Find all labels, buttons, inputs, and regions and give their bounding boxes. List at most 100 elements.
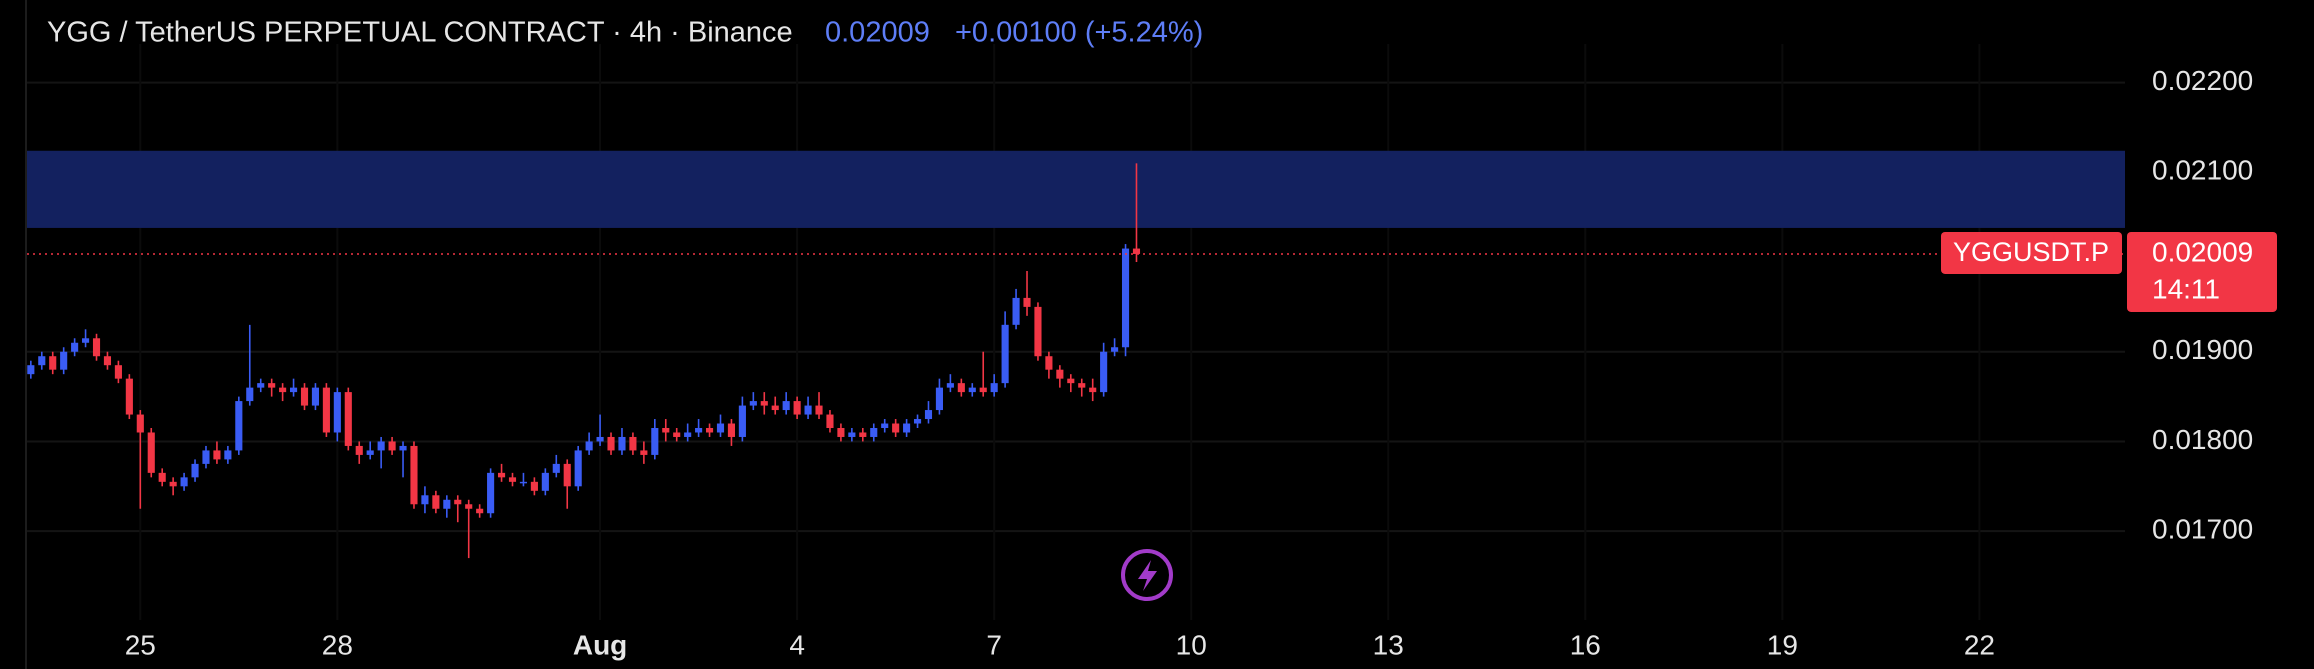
candle-body bbox=[924, 410, 933, 420]
countdown-label: 14:11 bbox=[2152, 273, 2220, 304]
candle-body bbox=[443, 499, 451, 509]
candle-body bbox=[629, 436, 637, 451]
candle-body bbox=[968, 387, 976, 393]
overlay: YGGUSDT.P 0.02009 14:11 bbox=[27, 231, 2277, 312]
candle-body bbox=[355, 445, 363, 455]
candle-body bbox=[848, 432, 856, 437]
candle-body bbox=[1045, 356, 1053, 370]
symbol-box bbox=[1941, 231, 2122, 274]
candle-body bbox=[1111, 347, 1119, 352]
candle-body bbox=[935, 387, 943, 411]
candle-body bbox=[158, 472, 166, 482]
candle-body bbox=[71, 342, 79, 352]
candle-body bbox=[38, 356, 46, 366]
candle-body bbox=[1078, 383, 1086, 388]
candle-body bbox=[322, 387, 330, 433]
candle-body bbox=[585, 441, 593, 451]
candle-body bbox=[476, 508, 484, 514]
x-tick-label: 28 bbox=[322, 629, 353, 660]
price-label: 0.02009 bbox=[2152, 236, 2253, 267]
x-tick-label: 13 bbox=[1373, 629, 1404, 660]
candle-body bbox=[892, 423, 900, 433]
candle-body bbox=[49, 356, 57, 370]
candle-body bbox=[541, 472, 549, 491]
candle-body bbox=[508, 477, 517, 482]
candle-body bbox=[782, 401, 790, 411]
candle-body bbox=[377, 441, 385, 451]
x-tick-label: 25 bbox=[125, 629, 156, 660]
y-tick-label: 0.01900 bbox=[2152, 334, 2253, 365]
candle-body bbox=[815, 405, 823, 415]
candle-body bbox=[147, 432, 155, 473]
candle-body bbox=[213, 450, 221, 460]
y-tick-label: 0.01700 bbox=[2152, 514, 2253, 545]
candle-body bbox=[738, 405, 746, 437]
candle-body bbox=[1012, 297, 1020, 325]
y-tick-label: 0.01800 bbox=[2152, 424, 2253, 455]
candle-body bbox=[771, 405, 779, 411]
candle-body bbox=[114, 365, 122, 379]
candle-body bbox=[640, 450, 648, 455]
candle-body bbox=[388, 441, 396, 451]
candle-body bbox=[432, 495, 440, 509]
candle-body bbox=[716, 423, 725, 433]
candle-body bbox=[454, 499, 462, 505]
candle-body bbox=[257, 383, 265, 388]
candle-body bbox=[399, 445, 407, 451]
candle-body bbox=[651, 428, 659, 455]
candle-body bbox=[180, 477, 188, 487]
candle-body bbox=[859, 432, 867, 437]
candle-body bbox=[268, 383, 276, 388]
candle-body bbox=[749, 401, 757, 406]
candle-body bbox=[125, 378, 133, 415]
candle-body bbox=[1034, 306, 1042, 357]
candle-body bbox=[519, 481, 528, 484]
x-tick-label: 7 bbox=[986, 629, 1002, 660]
candle-body bbox=[684, 432, 692, 437]
price-zone bbox=[27, 150, 2125, 228]
candle-body bbox=[607, 436, 615, 451]
icon-circle bbox=[1121, 549, 1173, 601]
candle-body bbox=[191, 463, 199, 478]
candle-body bbox=[870, 428, 878, 437]
candle-body bbox=[530, 481, 538, 491]
lightning-icon[interactable] bbox=[1121, 549, 1173, 601]
candle-body bbox=[82, 338, 90, 343]
y-tick-label: 0.02200 bbox=[2152, 65, 2253, 96]
candle-body bbox=[1001, 324, 1009, 384]
x-tick-label: Aug bbox=[573, 629, 627, 660]
candle-body bbox=[705, 428, 714, 433]
candle-body bbox=[246, 387, 254, 402]
x-tick-label: 16 bbox=[1570, 629, 1601, 660]
candle-body bbox=[1132, 248, 1141, 254]
candles bbox=[27, 163, 1141, 559]
candle-body bbox=[421, 495, 429, 505]
candle-body bbox=[279, 387, 287, 393]
candle-body bbox=[552, 463, 560, 473]
zone-layer bbox=[27, 150, 2125, 228]
candle-body bbox=[760, 401, 768, 406]
candle-body bbox=[979, 387, 987, 393]
candle-body bbox=[202, 450, 210, 464]
candle-body bbox=[662, 428, 670, 433]
candle-body bbox=[563, 463, 571, 487]
candle-body bbox=[92, 338, 101, 357]
chart-title: YGG / TetherUS PERPETUAL CONTRACT · 4h ·… bbox=[47, 17, 793, 49]
candle-body bbox=[673, 432, 681, 437]
icon-bolt bbox=[1138, 560, 1157, 591]
candle-body bbox=[224, 450, 232, 460]
candle-body bbox=[169, 481, 177, 487]
candle-body bbox=[1121, 248, 1130, 348]
header-change: +0.00100 (+5.24%) bbox=[955, 17, 1203, 49]
header-price: 0.02009 bbox=[825, 17, 930, 49]
candle-body bbox=[1089, 387, 1097, 393]
candle-body bbox=[695, 428, 703, 433]
candle-body bbox=[1100, 351, 1108, 393]
candle-body bbox=[1023, 297, 1031, 307]
candle-body bbox=[27, 365, 35, 375]
candle-body bbox=[574, 450, 582, 487]
price-box bbox=[2127, 231, 2277, 312]
candle-body bbox=[990, 383, 998, 393]
candle-body bbox=[881, 423, 889, 428]
